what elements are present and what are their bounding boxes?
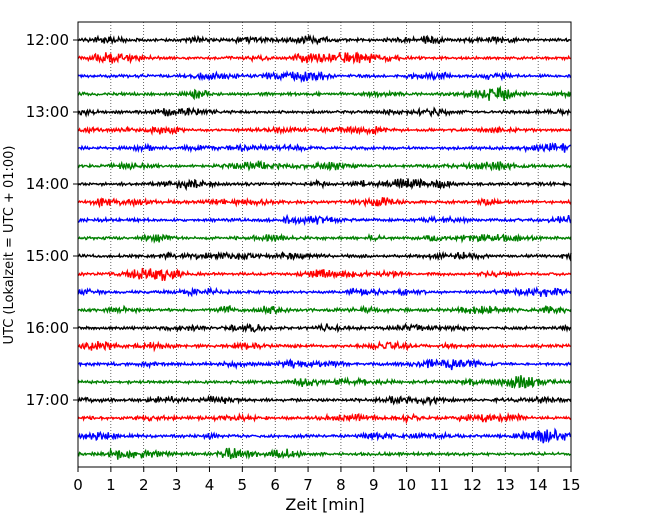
x-tick-label: 14 <box>529 476 548 494</box>
seismic-trace <box>77 196 572 209</box>
y-tick-label: 15:00 <box>26 247 69 265</box>
x-tick-label: 11 <box>430 476 449 494</box>
seismic-trace <box>77 69 572 84</box>
seismic-trace <box>77 322 572 334</box>
y-tick-label: 14:00 <box>26 175 69 193</box>
seismic-trace <box>77 357 572 371</box>
y-axis-ticks: 12:00 13:00 14:00 15:00 16:00 17:00 <box>26 31 78 409</box>
x-tick-label: 3 <box>172 476 182 494</box>
x-tick-label: 15 <box>561 476 580 494</box>
seismic-trace <box>77 106 572 118</box>
seismic-trace <box>77 177 572 192</box>
seismic-trace <box>77 250 572 262</box>
y-tick-label: 17:00 <box>26 391 69 409</box>
x-axis-label: Zeit [min] <box>285 495 364 514</box>
plot-frame <box>77 21 572 468</box>
y-tick-label: 12:00 <box>26 31 69 49</box>
seismic-trace <box>77 447 572 460</box>
x-tick-label: 9 <box>369 476 379 494</box>
seismic-trace <box>77 339 572 353</box>
x-tick-label: 0 <box>73 476 83 494</box>
seismic-trace <box>77 304 572 316</box>
seismic-trace <box>77 394 572 407</box>
y-tick-label: 16:00 <box>26 319 69 337</box>
seismic-trace <box>77 125 572 136</box>
seismic-trace <box>77 51 572 65</box>
x-tick-label: 8 <box>336 476 346 494</box>
x-tick-label: 10 <box>397 476 416 494</box>
y-axis-label: UTC (Lokalzeit = UTC + 01:00) <box>2 146 17 345</box>
x-tick-label: 6 <box>270 476 280 494</box>
x-axis-ticks: 0 1 2 3 4 5 6 7 8 9 10 11 12 13 14 15 <box>73 467 581 494</box>
y-tick-label: 13:00 <box>26 103 69 121</box>
seismic-trace <box>77 267 572 281</box>
seismic-trace <box>78 213 572 227</box>
seismic-trace <box>77 33 572 46</box>
seismic-trace <box>77 285 572 298</box>
x-tick-label: 4 <box>205 476 215 494</box>
seismic-trace <box>77 375 572 390</box>
x-tick-label: 7 <box>303 476 313 494</box>
x-tick-label: 12 <box>463 476 482 494</box>
seismic-trace <box>77 232 572 244</box>
seismic-traces <box>77 33 572 460</box>
x-tick-label: 5 <box>238 476 248 494</box>
seismic-trace <box>77 159 572 172</box>
x-tick-label: 2 <box>139 476 149 494</box>
seismic-trace <box>77 427 572 444</box>
seismic-trace <box>77 85 572 101</box>
seismic-trace <box>77 141 572 154</box>
grid-lines <box>110 22 539 467</box>
x-tick-label: 13 <box>496 476 515 494</box>
seismic-trace <box>77 411 572 425</box>
x-tick-label: 1 <box>106 476 116 494</box>
